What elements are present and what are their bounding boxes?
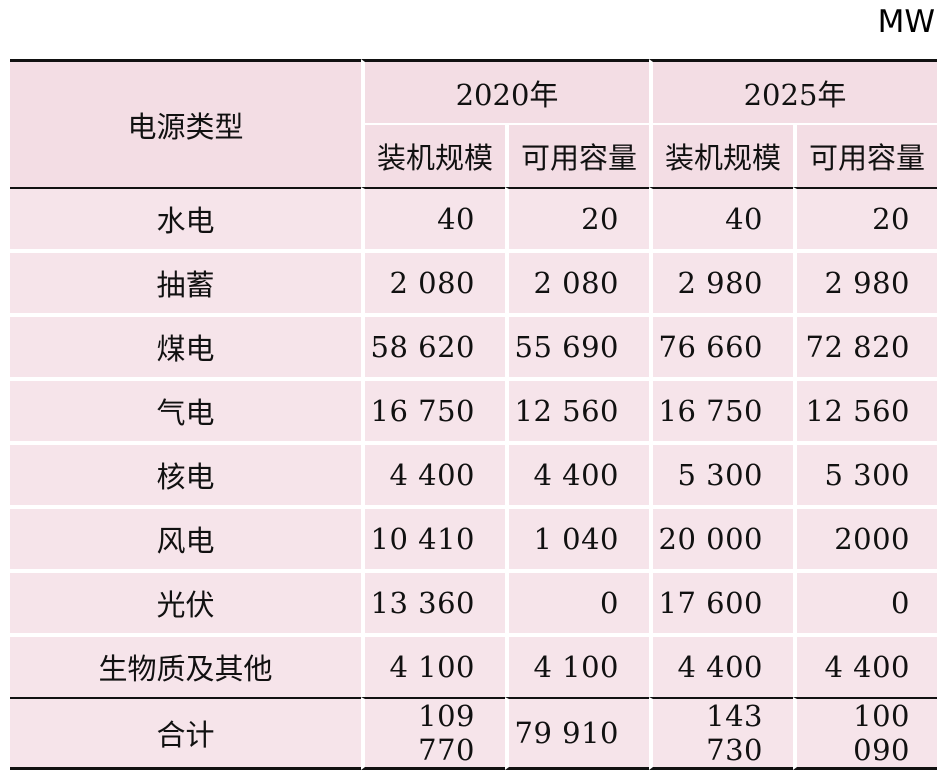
- cell-available-2020: 4 100: [505, 633, 649, 697]
- cell-power-type: 生物质及其他: [10, 633, 361, 697]
- table-row: 抽蓄 2 080 2 080 2 980 2 980: [10, 249, 937, 313]
- cell-available-2025: 5 300: [793, 441, 937, 505]
- table-row-total: 合计 109 770 79 910 143 730 100 090: [10, 697, 937, 770]
- cell-installed-2020: 16 750: [361, 377, 505, 441]
- cell-available-2020: 4 400: [505, 441, 649, 505]
- cell-available-2020: 20: [505, 187, 649, 249]
- cell-power-type: 合计: [10, 697, 361, 770]
- table-row: 生物质及其他 4 100 4 100 4 400 4 400: [10, 633, 937, 697]
- header-power-type: 电源类型: [10, 59, 361, 187]
- cell-power-type: 光伏: [10, 569, 361, 633]
- cell-available-2025: 0: [793, 569, 937, 633]
- header-available-2020: 可用容量: [505, 123, 649, 187]
- unit-label: MW: [877, 4, 935, 40]
- cell-available-2020: 55 690: [505, 313, 649, 377]
- cell-installed-2020: 2 080: [361, 249, 505, 313]
- cell-available-2020: 1 040: [505, 505, 649, 569]
- cell-installed-2020: 40: [361, 187, 505, 249]
- header-year-2025: 2025年: [649, 59, 937, 123]
- cell-installed-2025: 4 400: [649, 633, 793, 697]
- cell-available-2020: 79 910: [505, 697, 649, 770]
- cell-installed-2020: 10 410: [361, 505, 505, 569]
- cell-available-2025: 2 980: [793, 249, 937, 313]
- cell-installed-2025: 16 750: [649, 377, 793, 441]
- cell-available-2020: 2 080: [505, 249, 649, 313]
- cell-installed-2025: 5 300: [649, 441, 793, 505]
- cell-installed-2025: 2 980: [649, 249, 793, 313]
- cell-available-2025: 20: [793, 187, 937, 249]
- cell-available-2020: 0: [505, 569, 649, 633]
- cell-power-type: 煤电: [10, 313, 361, 377]
- header-available-2025: 可用容量: [793, 123, 937, 187]
- cell-installed-2025: 40: [649, 187, 793, 249]
- cell-available-2025: 100 090: [793, 697, 937, 770]
- cell-installed-2020: 58 620: [361, 313, 505, 377]
- capacity-table: 电源类型 2020年 2025年 装机规模 可用容量 装机规模 可用容量 水电 4…: [10, 59, 937, 770]
- cell-installed-2025: 76 660: [649, 313, 793, 377]
- table-row: 气电 16 750 12 560 16 750 12 560: [10, 377, 937, 441]
- cell-installed-2025: 143 730: [649, 697, 793, 770]
- table-body: 水电 40 20 40 20 抽蓄 2 080 2 080 2 980 2 980 煤电 58 620…: [10, 187, 937, 770]
- cell-available-2025: 2000: [793, 505, 937, 569]
- table-row: 煤电 58 620 55 690 76 660 72 820: [10, 313, 937, 377]
- header-installed-2020: 装机规模: [361, 123, 505, 187]
- cell-installed-2020: 109 770: [361, 697, 505, 770]
- table-row: 光伏 13 360 0 17 600 0: [10, 569, 937, 633]
- cell-available-2020: 12 560: [505, 377, 649, 441]
- table-row: 风电 10 410 1 040 20 000 2000: [10, 505, 937, 569]
- cell-power-type: 抽蓄: [10, 249, 361, 313]
- cell-installed-2025: 20 000: [649, 505, 793, 569]
- cell-available-2025: 4 400: [793, 633, 937, 697]
- cell-installed-2020: 4 100: [361, 633, 505, 697]
- cell-power-type: 水电: [10, 187, 361, 249]
- capacity-table-container: 电源类型 2020年 2025年 装机规模 可用容量 装机规模 可用容量 水电 4…: [10, 59, 937, 770]
- cell-installed-2020: 13 360: [361, 569, 505, 633]
- table-row: 水电 40 20 40 20: [10, 187, 937, 249]
- cell-available-2025: 72 820: [793, 313, 937, 377]
- table-row: 核电 4 400 4 400 5 300 5 300: [10, 441, 937, 505]
- cell-power-type: 风电: [10, 505, 361, 569]
- table-header: 电源类型 2020年 2025年 装机规模 可用容量 装机规模 可用容量: [10, 59, 937, 187]
- cell-available-2025: 12 560: [793, 377, 937, 441]
- cell-power-type: 气电: [10, 377, 361, 441]
- cell-power-type: 核电: [10, 441, 361, 505]
- header-year-2020: 2020年: [361, 59, 649, 123]
- cell-installed-2020: 4 400: [361, 441, 505, 505]
- cell-installed-2025: 17 600: [649, 569, 793, 633]
- header-installed-2025: 装机规模: [649, 123, 793, 187]
